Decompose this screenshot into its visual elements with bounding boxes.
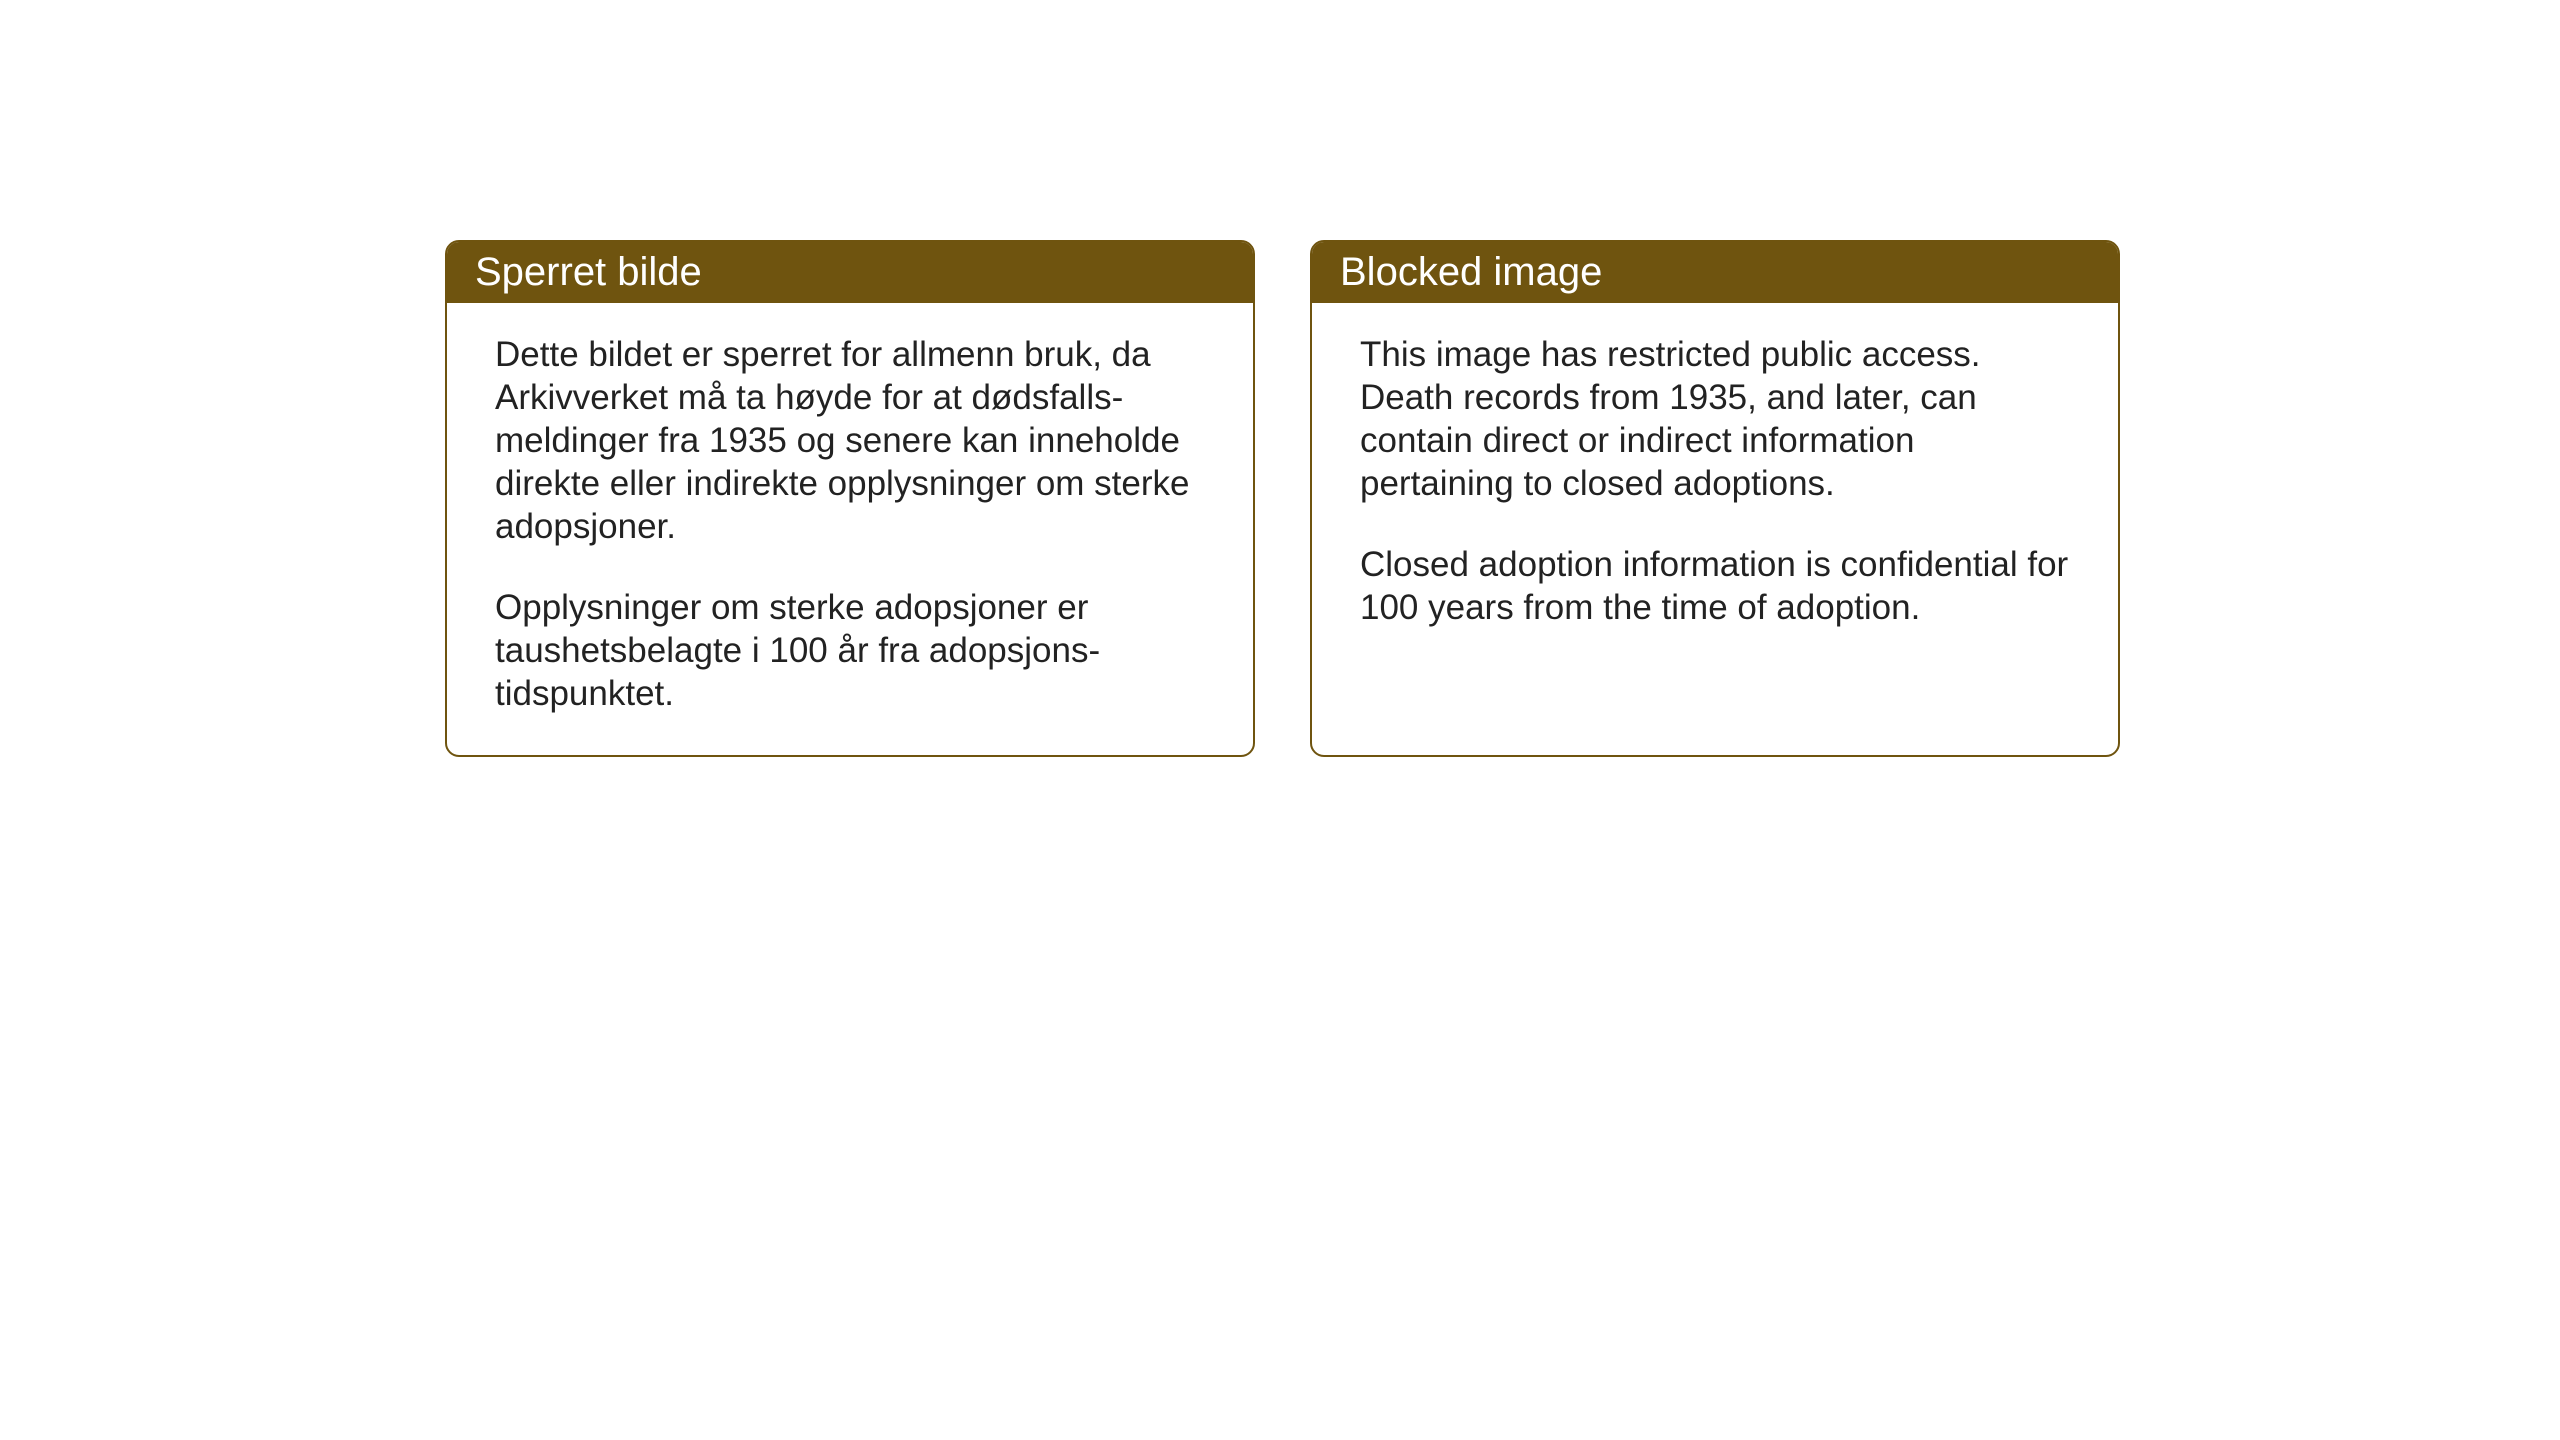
notice-paragraph: This image has restricted public access.…	[1360, 333, 2070, 505]
notice-container: Sperret bilde Dette bildet er sperret fo…	[445, 240, 2120, 757]
notice-header-norwegian: Sperret bilde	[447, 242, 1253, 303]
notice-box-norwegian: Sperret bilde Dette bildet er sperret fo…	[445, 240, 1255, 757]
notice-title-english: Blocked image	[1340, 250, 1602, 294]
notice-title-norwegian: Sperret bilde	[475, 250, 702, 294]
notice-paragraph: Dette bildet er sperret for allmenn bruk…	[495, 333, 1205, 548]
notice-body-norwegian: Dette bildet er sperret for allmenn bruk…	[447, 303, 1253, 755]
notice-body-english: This image has restricted public access.…	[1312, 303, 2118, 703]
notice-box-english: Blocked image This image has restricted …	[1310, 240, 2120, 757]
notice-paragraph: Closed adoption information is confident…	[1360, 543, 2070, 629]
notice-paragraph: Opplysninger om sterke adopsjoner er tau…	[495, 586, 1205, 715]
notice-header-english: Blocked image	[1312, 242, 2118, 303]
